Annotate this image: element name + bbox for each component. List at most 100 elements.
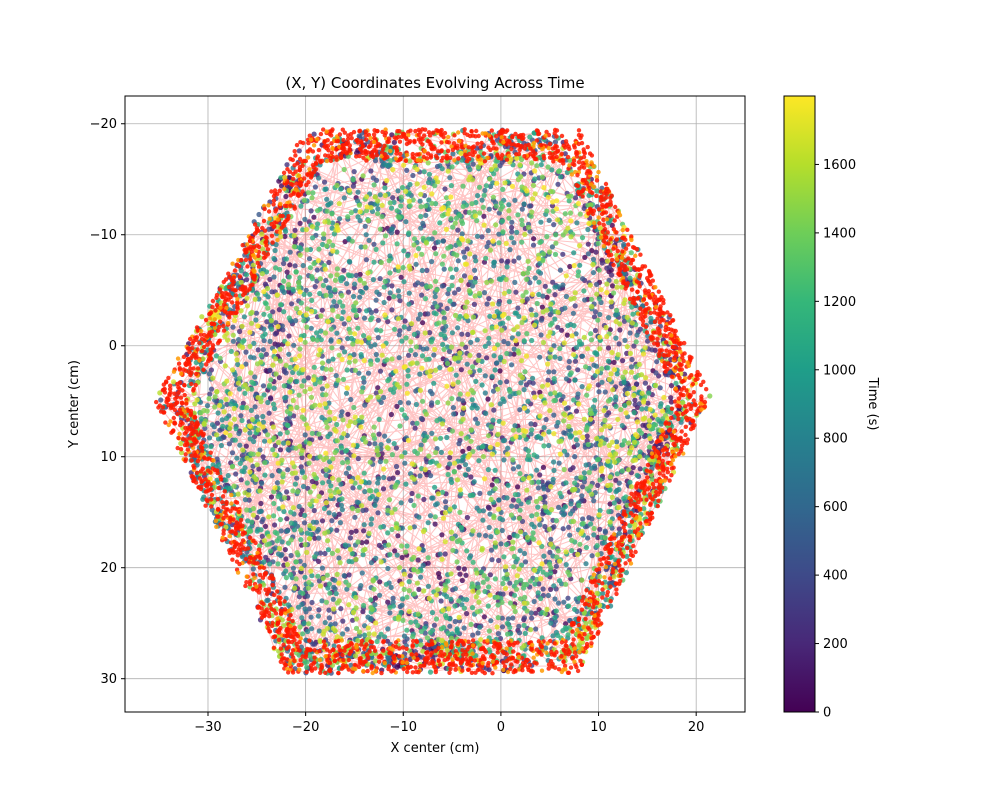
data-point [668, 395, 674, 401]
data-point [517, 548, 523, 554]
data-point [454, 630, 460, 636]
data-point [485, 396, 491, 402]
data-point [386, 542, 392, 548]
data-point [270, 309, 276, 315]
data-point [461, 249, 467, 255]
data-point [485, 228, 491, 234]
data-point [613, 278, 619, 285]
data-point [563, 549, 569, 555]
data-point [485, 467, 491, 473]
data-point [358, 583, 364, 589]
data-point [268, 494, 275, 500]
data-point [608, 304, 615, 310]
data-point [425, 311, 431, 317]
data-point [386, 476, 393, 482]
data-point [570, 518, 577, 525]
data-point [372, 602, 378, 608]
data-point [322, 179, 328, 185]
data-point [501, 457, 507, 463]
data-point [375, 206, 381, 212]
data-point [515, 212, 521, 218]
data-point [210, 375, 216, 381]
data-point [361, 375, 367, 381]
data-point [515, 484, 521, 490]
data-point [263, 351, 269, 357]
data-point [344, 447, 350, 453]
data-point [432, 346, 438, 352]
data-point [381, 299, 387, 306]
data-point [388, 584, 394, 591]
data-point [613, 403, 619, 409]
data-point [567, 210, 574, 216]
data-point [399, 338, 405, 344]
data-point [449, 479, 455, 485]
data-point [592, 327, 599, 334]
data-point [274, 538, 280, 544]
data-point [418, 628, 424, 635]
data-point [425, 583, 431, 589]
data-point [487, 313, 493, 319]
data-point [307, 440, 313, 446]
data-point [359, 289, 365, 296]
data-point [206, 371, 212, 377]
data-point [214, 456, 220, 462]
data-point [533, 626, 539, 632]
data-point [250, 463, 256, 469]
data-point [429, 400, 435, 406]
data-point [516, 515, 523, 521]
data-point [577, 211, 583, 217]
data-point [508, 235, 515, 241]
data-point [548, 541, 554, 547]
data-point [551, 369, 557, 375]
data-point [522, 369, 528, 375]
data-point [333, 591, 339, 597]
data-point [470, 492, 476, 498]
data-point [493, 222, 499, 228]
data-point [341, 195, 347, 201]
data-point [398, 500, 404, 506]
data-point [519, 375, 526, 381]
data-point [534, 300, 540, 307]
data-point [386, 438, 392, 444]
data-point [531, 390, 537, 396]
data-point [361, 470, 367, 476]
data-point [271, 500, 277, 507]
data-point [469, 201, 475, 207]
data-point [359, 414, 365, 420]
data-point [265, 305, 271, 311]
data-point [538, 576, 544, 582]
data-point [555, 324, 561, 330]
data-point [252, 374, 258, 380]
data-point [360, 507, 366, 514]
data-point [278, 528, 284, 534]
data-point [401, 571, 408, 577]
data-point [206, 396, 212, 402]
data-point [445, 245, 451, 251]
data-point [270, 447, 276, 453]
data-point [282, 395, 288, 401]
data-point [500, 320, 506, 326]
data-point [334, 272, 340, 278]
data-point [616, 504, 622, 511]
data-point [456, 614, 462, 621]
data-point [207, 391, 213, 397]
data-point [529, 479, 535, 485]
data-point [504, 495, 510, 501]
data-point [420, 547, 426, 553]
data-point [511, 592, 518, 598]
data-point [236, 337, 242, 343]
data-point [553, 608, 559, 614]
data-point [364, 194, 370, 200]
data-point [546, 442, 552, 449]
data-point [356, 307, 362, 313]
data-point [382, 185, 388, 191]
data-point [292, 470, 298, 476]
data-point [594, 543, 600, 549]
data-point [332, 621, 338, 627]
data-point [355, 189, 361, 195]
data-point [330, 625, 336, 632]
data-point [284, 528, 291, 534]
data-point [520, 293, 526, 299]
data-point [268, 548, 274, 554]
data-point [214, 388, 220, 395]
